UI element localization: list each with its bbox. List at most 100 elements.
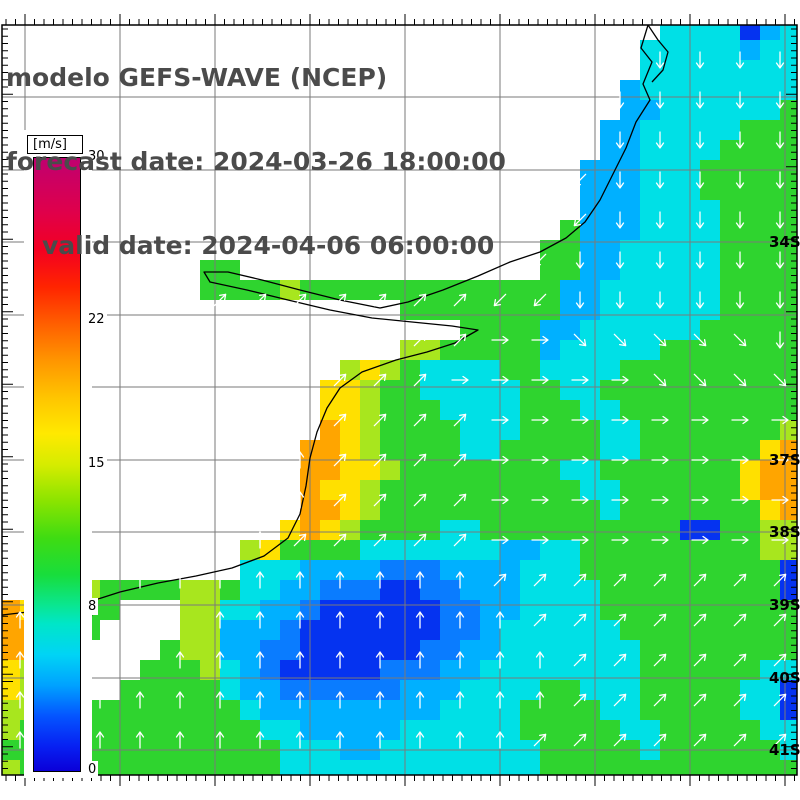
wind-arrow — [615, 131, 625, 149]
wind-arrow — [531, 535, 549, 545]
wind-arrow — [135, 731, 145, 749]
wind-arrow — [333, 413, 347, 427]
wind-arrow — [495, 731, 505, 749]
wind-arrow — [693, 733, 707, 747]
wind-arrow — [415, 611, 425, 629]
wind-arrow — [735, 291, 745, 309]
wind-arrow — [773, 573, 787, 587]
wind-arrow — [255, 691, 265, 709]
wind-arrow — [775, 91, 785, 109]
wind-arrow — [653, 733, 667, 747]
wind-arrow — [495, 651, 505, 669]
plot-frame — [1, 24, 798, 776]
wind-arrow — [95, 731, 105, 749]
wind-arrow — [573, 213, 587, 227]
wind-arrow — [413, 293, 427, 307]
wind-arrow — [693, 573, 707, 587]
wind-arrow — [775, 131, 785, 149]
wind-arrow — [373, 493, 387, 507]
wind-arrow — [213, 293, 227, 307]
wind-arrow — [615, 251, 625, 269]
wind-arrow — [413, 413, 427, 427]
wind-arrow — [575, 251, 585, 269]
wind-arrow — [735, 51, 745, 69]
wind-arrow — [253, 293, 267, 307]
wind-arrow — [375, 731, 385, 749]
wind-arrow — [455, 731, 465, 749]
wind-arrow — [15, 691, 25, 709]
lat-label: 39S — [769, 596, 800, 614]
wind-arrow — [775, 211, 785, 229]
wind-arrow — [491, 335, 509, 345]
wind-arrow — [571, 495, 589, 505]
wind-arrow — [573, 613, 587, 627]
wind-arrow — [731, 455, 749, 465]
wind-arrow — [533, 573, 547, 587]
wind-arrow — [531, 375, 549, 385]
wind-arrow — [373, 373, 387, 387]
wind-arrow — [573, 733, 587, 747]
wind-arrow — [735, 131, 745, 149]
wind-arrow — [775, 251, 785, 269]
lat-label: 38S — [769, 523, 800, 541]
wind-arrow — [95, 691, 105, 709]
wind-arrow — [571, 375, 589, 385]
wind-arrow — [491, 495, 509, 505]
wind-arrow — [653, 613, 667, 627]
colorbar-tick-label: 30 — [86, 148, 107, 165]
wind-arrow — [695, 91, 705, 109]
wind-arrow — [335, 731, 345, 749]
wind-arrow — [491, 415, 509, 425]
wind-arrow — [413, 373, 427, 387]
wind-arrow — [771, 495, 789, 505]
wind-arrow — [453, 413, 467, 427]
wind-arrow — [655, 251, 665, 269]
wind-arrow — [531, 455, 549, 465]
wind-arrow — [15, 651, 25, 669]
wind-arrow — [415, 651, 425, 669]
lat-label: 41S — [769, 741, 800, 759]
wind-arrow — [335, 691, 345, 709]
wind-arrow — [175, 571, 185, 589]
wind-arrow — [615, 291, 625, 309]
wind-arrow — [295, 611, 305, 629]
wind-arrow — [653, 693, 667, 707]
wind-arrow — [175, 731, 185, 749]
map-clipped-layers — [2, 25, 797, 775]
wind-arrow — [455, 571, 465, 589]
wind-arrow — [493, 293, 507, 307]
wind-arrow — [655, 211, 665, 229]
wind-arrow — [693, 613, 707, 627]
wind-arrow — [611, 535, 629, 545]
wind-arrow — [413, 533, 427, 547]
wind-arrow — [455, 691, 465, 709]
wind-arrow — [215, 571, 225, 589]
wind-arrow — [653, 573, 667, 587]
wind-arrow — [491, 455, 509, 465]
model-title: modelo GEFS-WAVE (NCEP) — [6, 63, 388, 92]
wind-arrow — [571, 415, 589, 425]
wind-arrow — [773, 373, 787, 387]
wind-arrow — [295, 491, 305, 509]
wind-arrow — [293, 533, 307, 547]
colorbar-tick-label: 22 — [86, 311, 107, 329]
colorbar-gradient — [33, 157, 81, 772]
wind-arrow — [613, 613, 627, 627]
wind-arrow — [533, 733, 547, 747]
wind-arrow — [691, 415, 709, 425]
wind-arrow — [333, 493, 347, 507]
wind-arrow — [453, 493, 467, 507]
wind-arrow — [255, 651, 265, 669]
wind-arrow — [773, 613, 787, 627]
wind-arrow — [653, 333, 667, 347]
wind-arrow — [135, 571, 145, 589]
colorbar: [m/s] 30 22 15 8 0 — [24, 130, 107, 778]
wind-arrow — [653, 373, 667, 387]
title-block: modelo GEFS-WAVE (NCEP) forecast date: 2… — [6, 8, 506, 316]
wind-arrow — [771, 415, 789, 425]
wind-arrow — [215, 691, 225, 709]
wind-arrow — [15, 611, 25, 629]
wind-arrow — [733, 653, 747, 667]
wind-arrow — [333, 453, 347, 467]
